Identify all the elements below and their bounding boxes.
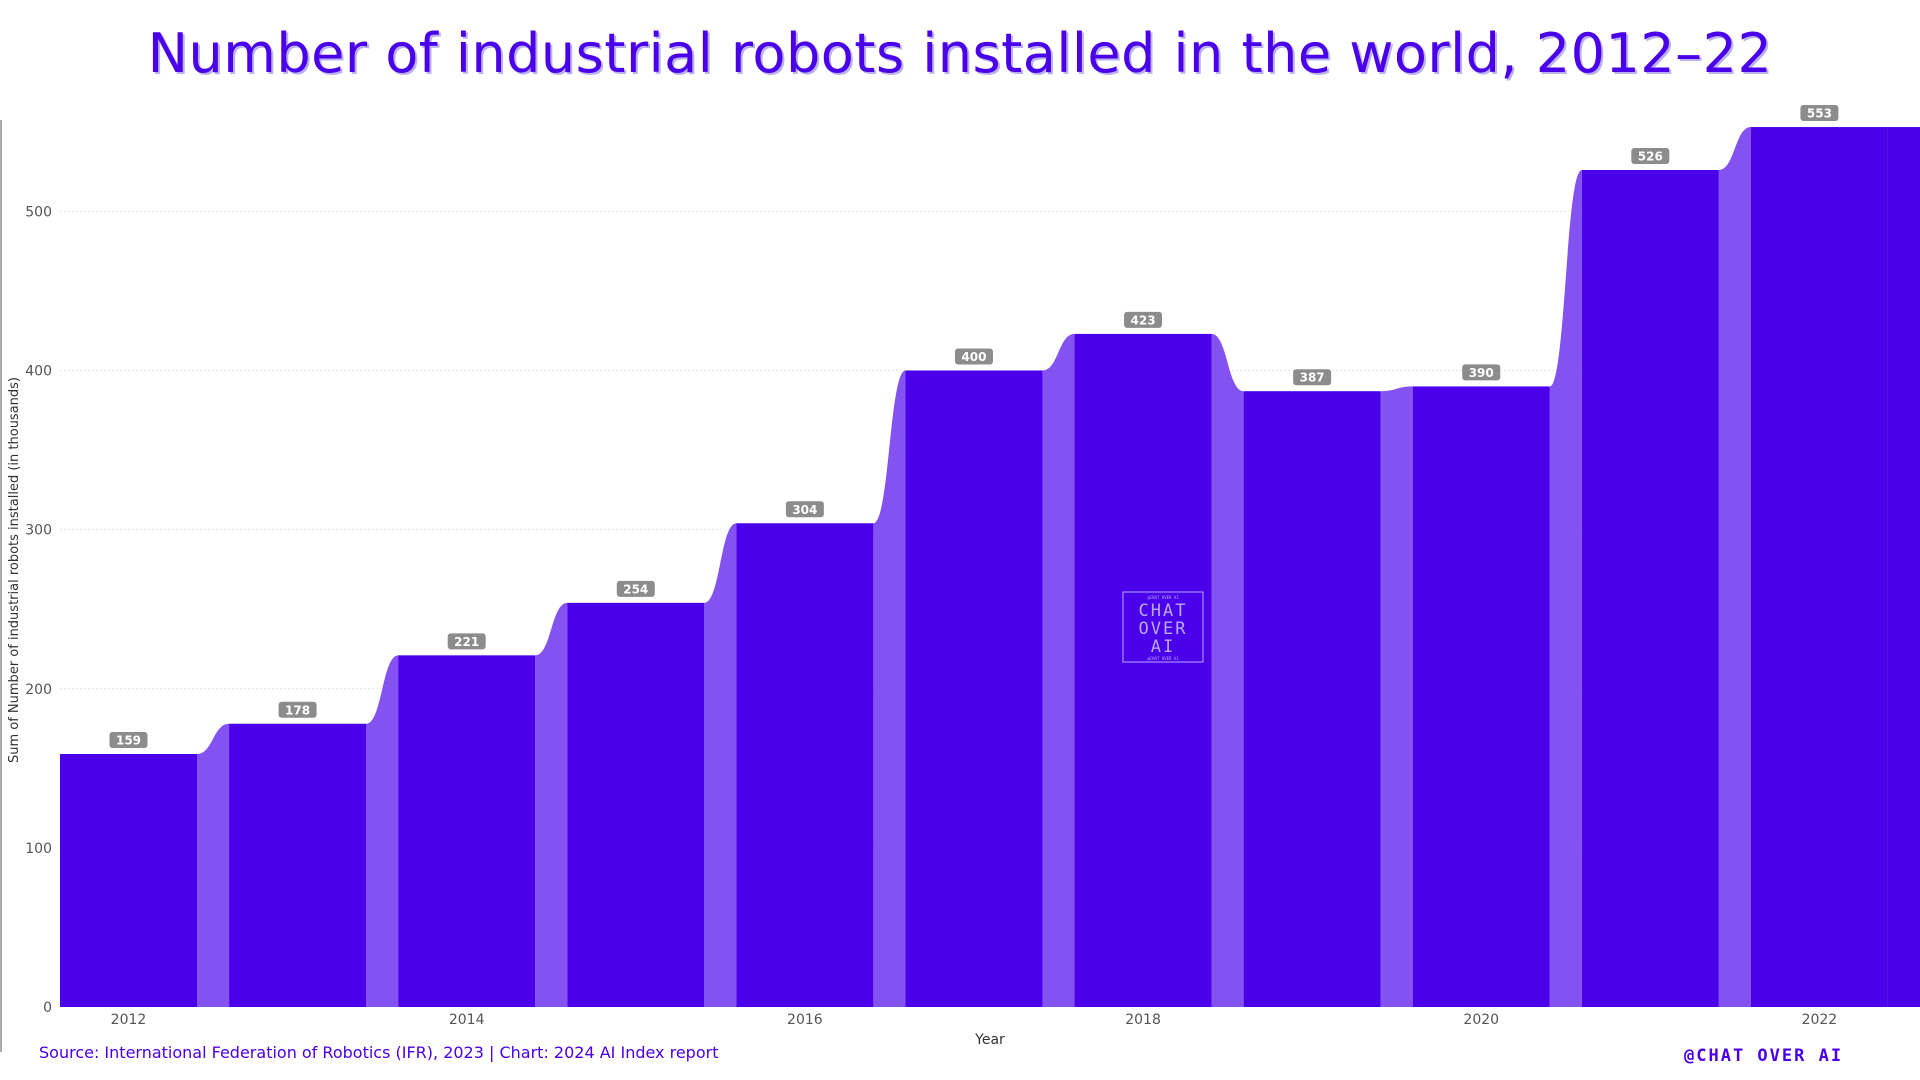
data-label-bg [1631, 148, 1670, 165]
y-tick-label: 200 [25, 682, 52, 698]
x-tick-label: 2012 [111, 1012, 147, 1028]
bars [60, 127, 1888, 1008]
data-label: 400 [961, 350, 986, 364]
y-tick-label: 0 [43, 1000, 52, 1016]
bar-2014 [398, 655, 536, 1007]
watermark-text: OVER [1139, 619, 1188, 639]
connector-band [197, 723, 230, 1007]
watermark-small-top: @CHAT OVER AI [1147, 595, 1179, 600]
x-tick-label: 2022 [1802, 1012, 1838, 1028]
bar-2012 [60, 753, 197, 1007]
connector-band [1042, 333, 1075, 1007]
watermark-frame [1122, 591, 1204, 663]
watermark-text: AI [1151, 637, 1175, 657]
data-label-bg [1462, 364, 1501, 381]
data-label-bg [1293, 369, 1332, 386]
data-label: 526 [1638, 150, 1663, 164]
data-label: 387 [1300, 371, 1325, 385]
bar-2019 [1243, 391, 1381, 1008]
bar-2015 [567, 602, 705, 1007]
connector-band [1718, 127, 1751, 1007]
data-label: 553 [1807, 107, 1832, 121]
x-tick-label: 2016 [787, 1012, 823, 1028]
connector-band [873, 370, 906, 1007]
connector-band [1380, 386, 1413, 1008]
bar-2017 [905, 370, 1043, 1007]
bar-2020 [1412, 386, 1550, 1008]
y-tick-label: 500 [25, 204, 52, 220]
data-label-bg [447, 633, 486, 650]
data-label-bg [278, 701, 317, 718]
data-label: 178 [285, 703, 310, 717]
data-label: 304 [792, 503, 817, 517]
data-label-bg [109, 731, 148, 748]
data-label-bg [1124, 311, 1163, 328]
bar-2022 [1750, 127, 1888, 1007]
data-label: 221 [454, 635, 479, 649]
x-tick-label: 2014 [449, 1012, 485, 1028]
x-tick-label: 2018 [1125, 1012, 1161, 1028]
bar-2018 [1074, 333, 1212, 1007]
y-tick-label: 100 [25, 841, 52, 857]
data-label-bg [1800, 105, 1839, 122]
connector-band [1549, 170, 1582, 1007]
data-label: 159 [116, 733, 141, 747]
data-label: 423 [1131, 313, 1156, 327]
x-tick-label: 2020 [1463, 1012, 1499, 1028]
connector-band [1211, 333, 1244, 1007]
source-note: Source: International Federation of Robo… [39, 1043, 719, 1062]
data-label-bg [616, 580, 655, 597]
axes: 0 100 200 300 400 500 2012 2014 2016 2018 2020 2022… [0, 120, 1838, 1052]
x-axis-title: Year [974, 1032, 1005, 1048]
brand-logo: @CHAT OVER AI [1684, 1046, 1844, 1066]
connectors [197, 127, 1920, 1008]
data-label-bg [785, 501, 824, 518]
data-labels: 159 178 221 254 304 400 423 387 390 526 553 [109, 105, 1839, 748]
watermark-small-bottom: @CHAT OVER AI [1147, 656, 1179, 661]
y-tick-label: 400 [25, 364, 52, 380]
bar-2021 [1581, 170, 1719, 1007]
bar-2013 [229, 723, 367, 1007]
connector-band [366, 655, 399, 1007]
y-tick-label: 300 [25, 523, 52, 539]
connector-band [535, 602, 568, 1007]
data-label: 254 [623, 582, 648, 596]
connector-band [1887, 127, 1920, 1007]
connector-band [704, 523, 737, 1007]
data-label-bg [954, 348, 993, 365]
bar-2016 [736, 523, 874, 1007]
data-label: 390 [1469, 366, 1494, 380]
y-axis-title: Sum of Number of industrial robots insta… [7, 377, 22, 763]
chart-title: Number of industrial robots installed in… [147, 22, 1773, 85]
watermark-text: CHAT [1139, 601, 1188, 621]
